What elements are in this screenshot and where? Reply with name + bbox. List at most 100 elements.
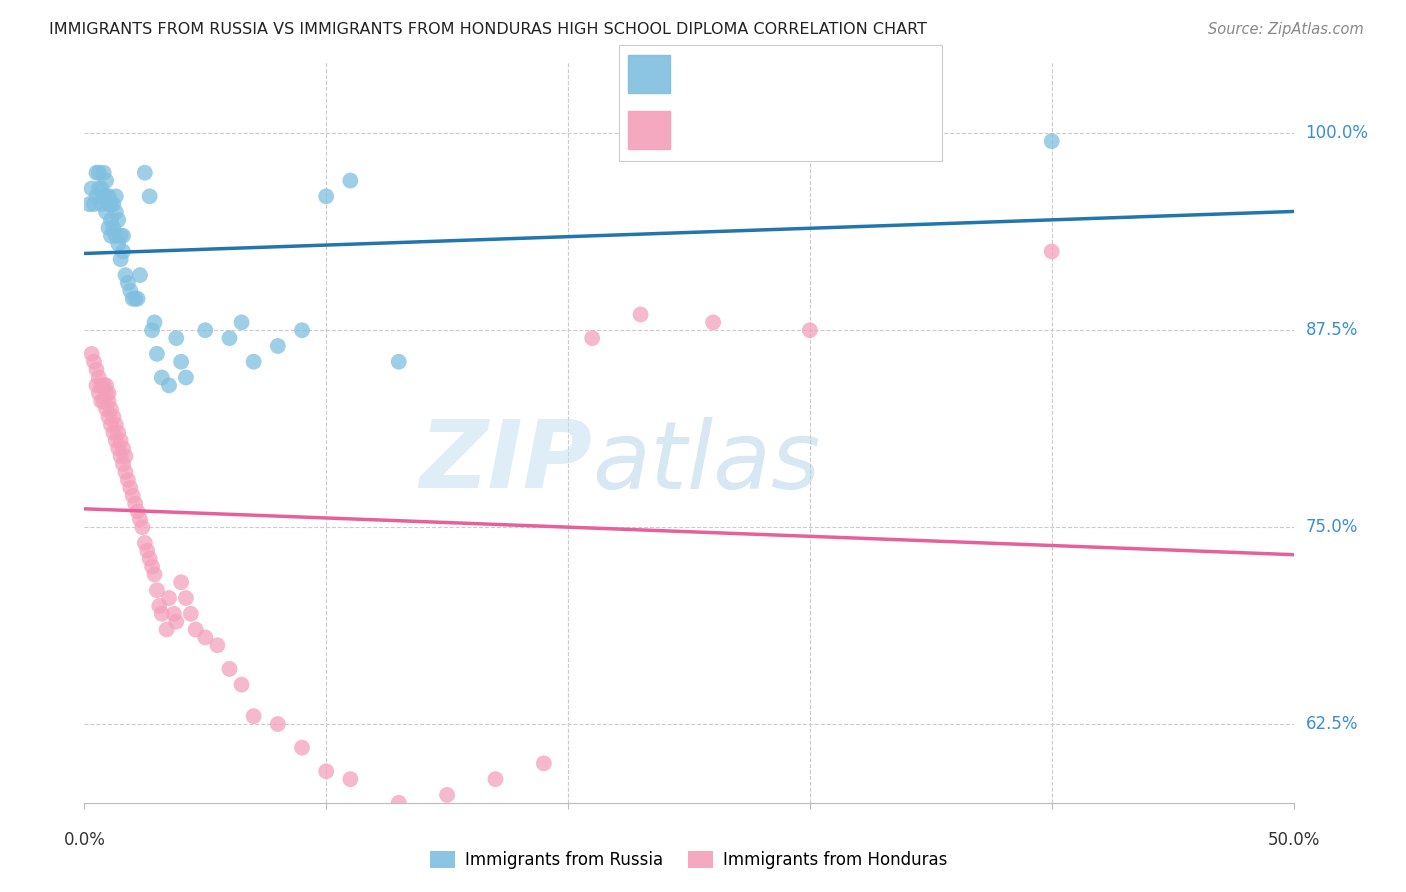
- Point: [138, 189, 160, 203]
- Point: [103, 197, 125, 211]
- Point: [77, 197, 100, 211]
- Point: [315, 189, 337, 203]
- Point: [702, 315, 724, 329]
- Point: [143, 315, 166, 329]
- Point: [124, 496, 146, 510]
- Point: [97, 409, 120, 424]
- Point: [170, 355, 193, 369]
- Point: [86, 189, 108, 203]
- Point: [83, 355, 105, 369]
- Point: [231, 678, 253, 692]
- Text: R = 0.242   N = 71: R = 0.242 N = 71: [686, 120, 870, 138]
- Point: [207, 638, 229, 652]
- Point: [94, 386, 117, 401]
- Point: [194, 631, 217, 645]
- Point: [148, 599, 170, 613]
- Point: [112, 442, 135, 456]
- Point: [110, 252, 132, 267]
- Point: [104, 205, 127, 219]
- Point: [86, 378, 108, 392]
- Text: 100.0%: 100.0%: [1306, 124, 1368, 143]
- Point: [110, 449, 132, 463]
- Point: [799, 323, 821, 337]
- Point: [134, 166, 156, 180]
- Point: [90, 181, 112, 195]
- Point: [267, 717, 290, 731]
- Point: [100, 417, 122, 432]
- Point: [104, 417, 127, 432]
- Point: [93, 378, 115, 392]
- Point: [100, 402, 122, 417]
- Point: [124, 292, 146, 306]
- Point: [104, 434, 127, 448]
- Point: [150, 607, 173, 621]
- Point: [100, 228, 122, 243]
- Point: [165, 331, 187, 345]
- Point: [93, 394, 115, 409]
- Point: [388, 355, 411, 369]
- Point: [163, 607, 186, 621]
- Text: 50.0%: 50.0%: [1267, 831, 1320, 849]
- Point: [107, 213, 129, 227]
- Point: [315, 764, 337, 779]
- Legend: Immigrants from Russia, Immigrants from Honduras: Immigrants from Russia, Immigrants from …: [423, 845, 955, 876]
- Point: [83, 197, 105, 211]
- Point: [1040, 244, 1063, 259]
- Point: [291, 740, 314, 755]
- Point: [114, 449, 136, 463]
- Bar: [628, 111, 671, 149]
- Point: [117, 473, 139, 487]
- Point: [90, 394, 112, 409]
- Point: [87, 166, 110, 180]
- Text: Source: ZipAtlas.com: Source: ZipAtlas.com: [1208, 22, 1364, 37]
- FancyBboxPatch shape: [619, 45, 942, 161]
- Point: [155, 623, 177, 637]
- Point: [97, 394, 120, 409]
- Point: [90, 197, 112, 211]
- Text: ZIP: ZIP: [419, 417, 592, 508]
- Point: [218, 331, 240, 345]
- Point: [107, 236, 129, 251]
- Point: [194, 323, 217, 337]
- Point: [120, 481, 142, 495]
- Point: [97, 189, 120, 203]
- Point: [94, 402, 117, 417]
- Point: [630, 308, 652, 322]
- Point: [94, 189, 117, 203]
- Point: [87, 386, 110, 401]
- Point: [218, 662, 240, 676]
- Point: [97, 220, 120, 235]
- Point: [103, 409, 125, 424]
- Text: 0.0%: 0.0%: [63, 831, 105, 849]
- Point: [110, 434, 132, 448]
- Point: [136, 543, 159, 558]
- Point: [436, 788, 458, 802]
- Point: [388, 796, 411, 810]
- Point: [87, 181, 110, 195]
- Point: [104, 228, 127, 243]
- Point: [117, 276, 139, 290]
- Point: [97, 197, 120, 211]
- Point: [291, 323, 314, 337]
- Point: [100, 213, 122, 227]
- Point: [80, 347, 103, 361]
- Point: [107, 442, 129, 456]
- Point: [174, 591, 197, 605]
- Point: [134, 536, 156, 550]
- Point: [86, 362, 108, 376]
- Point: [107, 425, 129, 440]
- Point: [150, 370, 173, 384]
- Point: [94, 378, 117, 392]
- Point: [581, 331, 603, 345]
- Point: [104, 189, 127, 203]
- Point: [157, 378, 180, 392]
- Point: [484, 772, 506, 787]
- Point: [103, 425, 125, 440]
- Point: [110, 228, 132, 243]
- Point: [846, 126, 869, 140]
- Point: [93, 189, 115, 203]
- Point: [339, 772, 361, 787]
- Point: [80, 181, 103, 195]
- Point: [97, 386, 120, 401]
- Point: [157, 591, 180, 605]
